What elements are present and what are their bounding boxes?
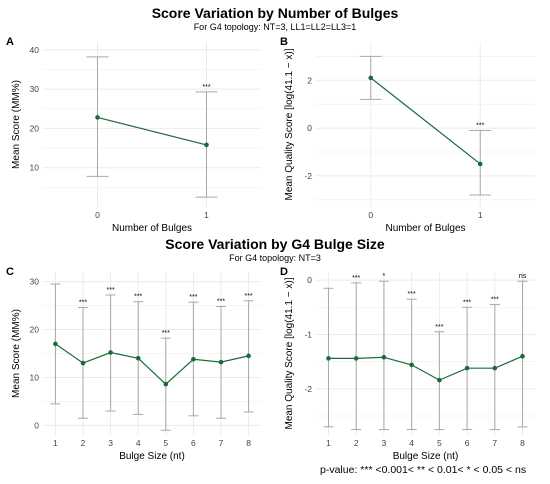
panel-c-data-point: [191, 356, 196, 362]
panel-d-data-point: [409, 362, 414, 368]
panel-d-xtick-label: 3: [382, 438, 387, 448]
panel-c-significance-label: ***: [162, 330, 170, 337]
panel-c-ytick-label: 30: [30, 277, 40, 287]
panel-c-x-axis-label: Bulge Size (nt): [119, 451, 185, 462]
panel-b-ytick-label: -2: [304, 171, 312, 181]
panel-a-data-point: [204, 142, 209, 148]
panel-c-xtick-label: 1: [53, 438, 58, 448]
panel-d-significance-label: ***: [435, 324, 443, 331]
panel-d-significance-label: ***: [491, 297, 499, 304]
panel-d-xtick-label: 6: [465, 438, 470, 448]
panel-c-xtick-label: 8: [246, 438, 251, 448]
panel-b-plot-area: [316, 42, 535, 207]
panel-c-data-point: [135, 355, 141, 361]
panel-a-xtick-label: 0: [95, 210, 100, 220]
panel-d-xtick-label: 1: [326, 438, 331, 448]
panel-b-y-axis-label: Mean Quality Score [log(41.1 − x)]: [284, 48, 295, 200]
panel-a-significance-label: ***: [202, 84, 210, 91]
panel-c-data-point: [246, 353, 251, 359]
bottom-subtitle: For G4 topology: NT=3: [229, 253, 321, 263]
panel-d-xtick-label: 7: [492, 438, 497, 448]
panel-c-ytick-label: 0: [34, 420, 39, 430]
panel-a-ytick-label: 30: [30, 84, 40, 94]
panel-a-xtick-label: 1: [204, 210, 209, 220]
panel-c-ytick-label: 10: [30, 372, 40, 382]
panel-d-data-point: [520, 353, 525, 359]
panel-label-a: A: [6, 36, 14, 48]
panel-d-significance-label: *: [383, 273, 386, 280]
panel-a-ytick-label: 10: [30, 163, 40, 173]
p-value-footnote: p-value: *** <0.001< ** < 0.01< * < 0.05…: [320, 464, 527, 476]
panel-d-data-point: [381, 355, 387, 360]
panel-d-xtick-label: 2: [354, 438, 359, 448]
panel-c-significance-label: ***: [79, 299, 87, 306]
panel-c-significance-label: ***: [134, 294, 142, 301]
panel-d-significance-label: ns: [519, 273, 527, 280]
panel-label-c: C: [6, 266, 14, 278]
panel-d-xtick-label: 8: [520, 438, 525, 448]
panel-c-series-line: [55, 343, 249, 385]
panel-d-data-point: [464, 365, 470, 371]
panel-c-xtick-label: 5: [163, 438, 168, 448]
panel-d-ytick-label: -1: [304, 329, 312, 339]
panel-c-xtick-label: 6: [191, 438, 196, 448]
panel-b-series-line: [370, 77, 481, 165]
panel-b-ytick-label: 0: [307, 123, 312, 133]
panel-d-xtick-label: 4: [409, 438, 414, 448]
panel-d-significance-label: ***: [408, 291, 416, 298]
panel-c-xtick-label: 3: [108, 438, 113, 448]
panel-b-significance-label: ***: [476, 122, 484, 129]
panel-c-y-axis-label: Mean Score (MM%): [11, 309, 22, 398]
panel-d-x-axis-label: Bulge Size (nt): [393, 451, 459, 462]
panel-d-series-line: [328, 355, 523, 381]
panel-label-b: B: [280, 36, 288, 48]
panel-b-data-point: [368, 75, 374, 81]
panel-d-xtick-label: 5: [437, 438, 442, 448]
panel-c-data-point: [108, 350, 113, 355]
panel-b-x-axis-label: Number of Bulges: [385, 223, 465, 234]
panel-d-data-point: [326, 356, 331, 361]
panel-a-series-line: [97, 116, 207, 146]
panel-c-ytick-label: 20: [30, 325, 40, 335]
panel-c-significance-label: ***: [244, 293, 252, 300]
panel-c-xtick-label: 2: [81, 438, 86, 448]
panel-c-significance-label: ***: [107, 287, 115, 294]
panel-b-xtick-label: 0: [368, 210, 373, 220]
panel-d-significance-label: ***: [463, 299, 471, 306]
panel-a-ytick-label: 40: [30, 45, 40, 55]
panel-a-plot-area: [43, 42, 261, 207]
panel-c-data-point: [218, 359, 224, 365]
panel-c-data-point: [80, 360, 86, 366]
panel-c-xtick-label: 4: [136, 438, 141, 448]
panel-d-data-point: [353, 356, 359, 361]
panel-c-significance-label: ***: [217, 299, 225, 306]
panel-d-data-point: [437, 377, 442, 383]
panel-c-significance-label: ***: [189, 294, 197, 301]
panel-c-data-point: [163, 381, 169, 387]
panel-b-data-point: [477, 161, 483, 167]
panel-d-y-axis-label: Mean Quality Score [log(41.1 − x)]: [284, 277, 295, 429]
panel-b-ytick-label: 2: [307, 75, 312, 85]
bottom-title: Score Variation by G4 Bulge Size: [165, 236, 385, 252]
panel-d-ytick-label: 0: [307, 275, 312, 285]
panel-a-ytick-label: 20: [30, 123, 40, 133]
top-title: Score Variation by Number of Bulges: [151, 5, 399, 21]
panel-d-significance-label: ***: [352, 275, 360, 282]
panel-d-plot-area: [316, 272, 535, 435]
panel-a-x-axis-label: Number of Bulges: [112, 223, 192, 234]
panel-a-y-axis-label: Mean Score (MM%): [11, 80, 22, 169]
panel-d-ytick-label: -2: [304, 384, 312, 394]
panel-c-xtick-label: 7: [219, 438, 224, 448]
panel-b-xtick-label: 1: [478, 210, 483, 220]
panel-d-data-point: [492, 365, 498, 371]
top-subtitle: For G4 topology: NT=3, LL1=LL2=LL3=1: [193, 22, 357, 32]
panel-c-data-point: [53, 341, 58, 347]
panel-a-data-point: [95, 115, 100, 120]
panel-label-d: D: [280, 266, 288, 278]
